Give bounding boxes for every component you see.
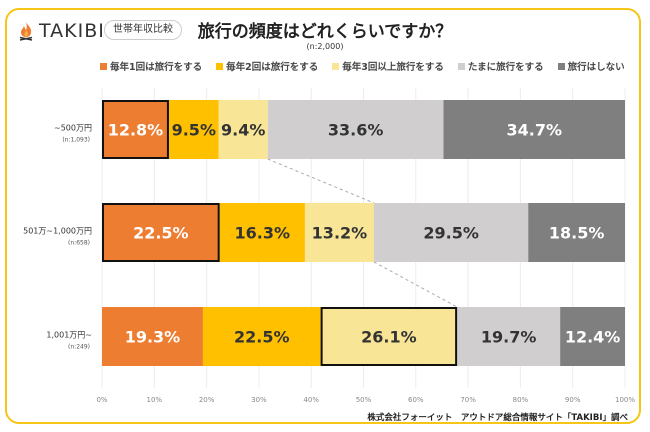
data-label: 19.3% <box>125 328 181 347</box>
bar-segment <box>457 307 561 366</box>
bar-segment <box>267 100 444 159</box>
bar-segment <box>528 203 625 262</box>
data-label: 19.7% <box>481 328 537 347</box>
legend-label: 毎年3回以上旅行をする <box>342 62 444 73</box>
source-credit: 株式会社フォーイット アウトドア総合情報サイト「TAKIBI」調べ <box>367 413 628 423</box>
legend-swatch <box>557 62 565 70</box>
bar-segment <box>102 307 203 366</box>
data-label: 26.1% <box>361 328 417 347</box>
data-label: 18.5% <box>549 224 605 243</box>
chart-legend: 毎年1回は旅行をする 毎年2回は旅行をする 毎年3回以上旅行をする たまに旅行をする 旅… <box>100 59 625 73</box>
chart-title: 旅行の頻度はどれくらいですか？ <box>197 22 453 42</box>
data-label: 16.3% <box>235 224 291 243</box>
card-frame <box>5 8 641 424</box>
data-label: 9.4% <box>221 121 265 140</box>
bar-segment <box>373 203 529 262</box>
legend-label: 旅行はしない <box>567 62 625 73</box>
x-tick-label: 20% <box>199 396 215 404</box>
x-tick-label: 40% <box>303 396 319 404</box>
chart-subtitle: (n:2,000) <box>306 42 344 51</box>
connector-line <box>267 158 375 204</box>
highlight-border <box>102 100 169 159</box>
highlight-border <box>102 203 220 262</box>
data-label: 33.6% <box>328 121 384 140</box>
data-label: 22.5% <box>133 224 189 243</box>
takibi-logo: TAKIBI <box>17 20 105 42</box>
x-tick-label: 80% <box>513 396 529 404</box>
legend-item: たまに旅行をする <box>457 59 544 73</box>
legend-swatch <box>100 62 107 70</box>
bar-segment <box>443 100 625 159</box>
data-label: 22.5% <box>234 328 290 347</box>
category-n-label: (n:1,093) <box>62 137 90 144</box>
bar-segment <box>102 100 169 159</box>
bar-segment <box>560 307 625 366</box>
legend-label: 毎年2回は旅行をする <box>226 62 319 73</box>
x-tick-label: 50% <box>356 396 372 404</box>
legend-item: 毎年2回は旅行をする <box>216 59 318 73</box>
x-tick-label: 0% <box>96 396 107 404</box>
x-tick-label: 60% <box>408 396 424 404</box>
bar-segment <box>102 203 220 262</box>
legend-item: 毎年3回以上旅行をする <box>332 59 444 73</box>
category-label: ~500万円 <box>54 124 92 133</box>
data-label: 12.4% <box>565 328 621 347</box>
bar-segment <box>218 100 268 159</box>
comparison-badge: 世帯年収比較 <box>104 20 182 40</box>
data-label: 9.5% <box>172 121 216 140</box>
x-tick-label: 10% <box>147 396 163 404</box>
data-label: 13.2% <box>312 224 368 243</box>
x-tick-label: 90% <box>565 396 581 404</box>
x-tick-label: 100% <box>615 396 635 404</box>
bar-segment <box>168 100 219 159</box>
bar-segment <box>219 203 305 262</box>
x-tick-label: 70% <box>460 396 476 404</box>
bar-segment <box>202 307 321 366</box>
legend-label: 毎年1回は旅行をする <box>110 62 203 73</box>
highlight-border <box>320 307 458 366</box>
legend-label: たまに旅行をする <box>467 62 544 73</box>
x-tick-label: 30% <box>251 396 267 404</box>
brand-name: TAKIBI <box>39 20 105 42</box>
legend-swatch <box>216 62 224 70</box>
connector-line <box>373 261 458 308</box>
legend-swatch <box>457 62 465 70</box>
legend-item: 毎年1回は旅行をする <box>100 59 202 73</box>
category-label: 501万~1,000万円 <box>23 227 92 236</box>
data-label: 29.5% <box>423 224 479 243</box>
bar-segment <box>320 307 458 366</box>
category-n-label: (n:249) <box>68 344 90 351</box>
category-label: 1,001万円~ <box>46 331 92 340</box>
category-n-label: (n:658) <box>68 240 90 247</box>
legend-swatch <box>332 62 340 70</box>
legend-item: 旅行はしない <box>557 59 625 73</box>
campfire-icon <box>19 22 33 41</box>
data-label: 34.7% <box>507 121 563 140</box>
bar-segment <box>304 203 374 262</box>
data-label: 12.8% <box>108 121 164 140</box>
